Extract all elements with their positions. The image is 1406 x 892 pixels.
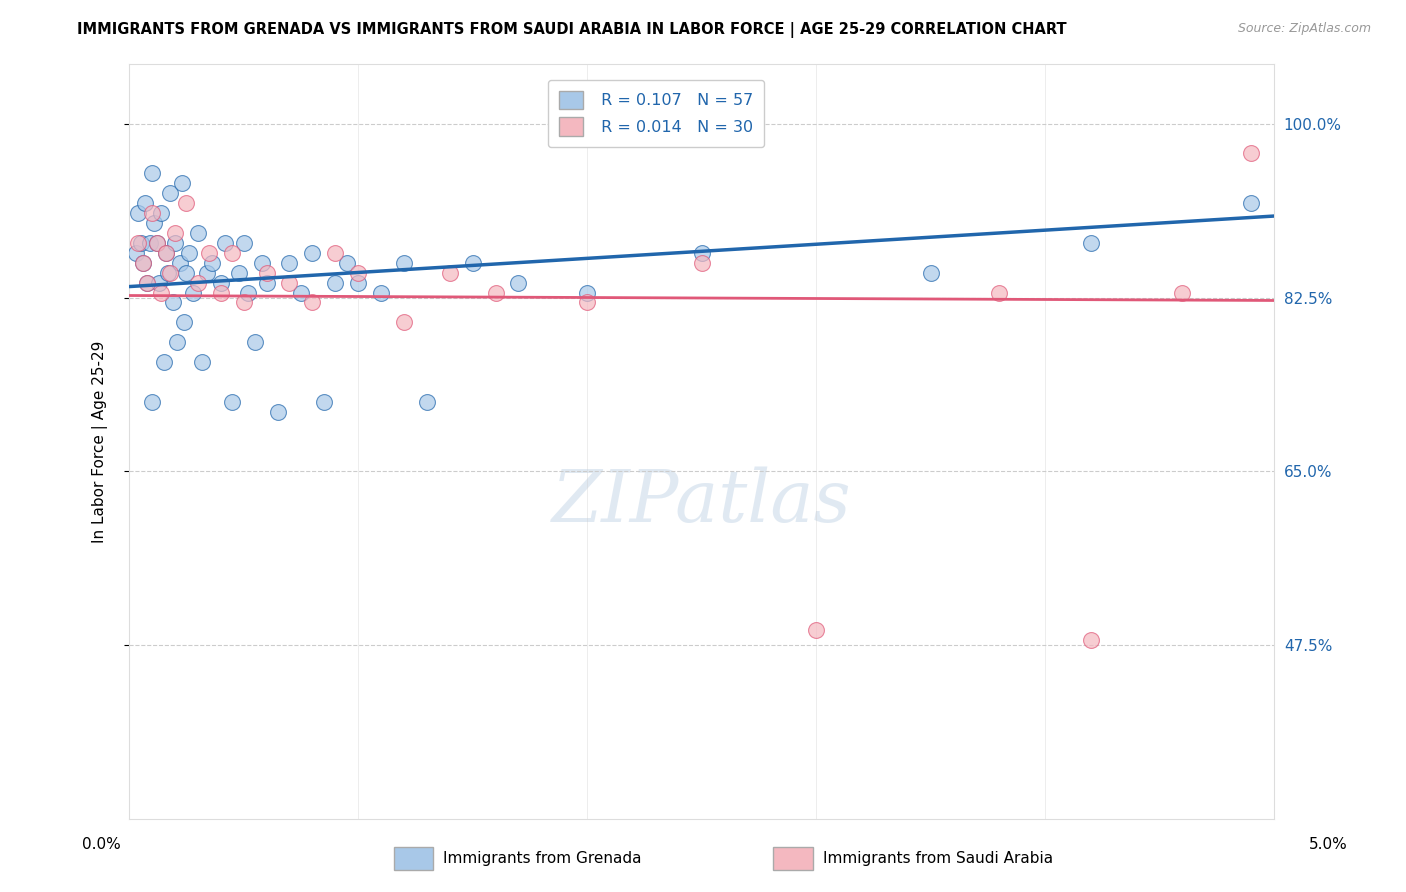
Point	[200, 256, 222, 270]
Point	[141, 394, 163, 409]
Point	[191, 355, 214, 369]
Point	[136, 276, 159, 290]
Point	[136, 276, 159, 290]
Point	[145, 235, 167, 250]
Point	[221, 245, 243, 260]
Y-axis label: In Labor Force | Age 25-29: In Labor Force | Age 25-29	[93, 341, 108, 542]
Point	[209, 285, 232, 300]
Text: ZIPatlas: ZIPatlas	[551, 467, 852, 537]
Text: Immigrants from Saudi Arabia: Immigrants from Saudi Arabia	[823, 851, 1053, 866]
Point	[132, 256, 155, 270]
Point	[228, 266, 250, 280]
Point	[198, 245, 221, 260]
Point	[170, 176, 193, 190]
Point	[988, 285, 1011, 300]
Point	[132, 256, 155, 270]
Point	[508, 276, 530, 290]
Point	[159, 186, 181, 201]
Point	[209, 276, 232, 290]
Point	[238, 285, 260, 300]
Point	[150, 206, 173, 220]
Point	[267, 405, 290, 419]
Point	[439, 266, 461, 280]
Point	[129, 235, 152, 250]
Point	[134, 196, 156, 211]
Point	[416, 394, 439, 409]
Point	[1240, 196, 1263, 211]
Point	[143, 216, 166, 230]
Point	[141, 206, 163, 220]
Point	[920, 266, 942, 280]
Text: 0.0%: 0.0%	[82, 838, 121, 852]
Point	[690, 245, 713, 260]
Point	[125, 245, 148, 260]
Point	[312, 394, 335, 409]
Point	[301, 295, 323, 310]
Point	[127, 235, 149, 250]
Point	[256, 266, 278, 280]
Point	[152, 355, 174, 369]
Point	[392, 256, 415, 270]
Point	[155, 245, 177, 260]
Point	[157, 266, 180, 280]
Point	[163, 235, 186, 250]
Legend:  R = 0.107   N = 57,  R = 0.014   N = 30: R = 0.107 N = 57, R = 0.014 N = 30	[548, 79, 763, 147]
Point	[155, 245, 177, 260]
Point	[145, 235, 167, 250]
Point	[804, 624, 827, 638]
Point	[1240, 146, 1263, 161]
Point	[141, 166, 163, 180]
Point	[232, 295, 254, 310]
Point	[195, 266, 218, 280]
Point	[221, 394, 243, 409]
Point	[690, 256, 713, 270]
Point	[1080, 633, 1102, 648]
Point	[150, 285, 173, 300]
Point	[323, 276, 346, 290]
Point	[301, 245, 323, 260]
Point	[250, 256, 273, 270]
Point	[1171, 285, 1194, 300]
Point	[127, 206, 149, 220]
Point	[278, 276, 301, 290]
Point	[278, 256, 301, 270]
Point	[232, 235, 254, 250]
Point	[1080, 235, 1102, 250]
Point	[323, 245, 346, 260]
Point	[243, 335, 266, 350]
Point	[576, 285, 599, 300]
Point	[461, 256, 484, 270]
Point	[576, 295, 599, 310]
Point	[169, 256, 191, 270]
Point	[177, 245, 200, 260]
Point	[162, 295, 184, 310]
Text: Source: ZipAtlas.com: Source: ZipAtlas.com	[1237, 22, 1371, 36]
Point	[148, 276, 170, 290]
Point	[139, 235, 162, 250]
Point	[392, 315, 415, 329]
Point	[290, 285, 312, 300]
Point	[336, 256, 359, 270]
Point	[159, 266, 181, 280]
Text: Immigrants from Grenada: Immigrants from Grenada	[443, 851, 641, 866]
Point	[176, 196, 198, 211]
Point	[166, 335, 188, 350]
Text: 5.0%: 5.0%	[1309, 838, 1348, 852]
Point	[347, 276, 370, 290]
Point	[484, 285, 506, 300]
Point	[187, 276, 209, 290]
Point	[187, 226, 209, 240]
Point	[173, 315, 195, 329]
Point	[347, 266, 370, 280]
Point	[181, 285, 204, 300]
Point	[370, 285, 392, 300]
Point	[163, 226, 186, 240]
Point	[176, 266, 198, 280]
Text: IMMIGRANTS FROM GRENADA VS IMMIGRANTS FROM SAUDI ARABIA IN LABOR FORCE | AGE 25-: IMMIGRANTS FROM GRENADA VS IMMIGRANTS FR…	[77, 22, 1067, 38]
Point	[256, 276, 278, 290]
Point	[214, 235, 236, 250]
